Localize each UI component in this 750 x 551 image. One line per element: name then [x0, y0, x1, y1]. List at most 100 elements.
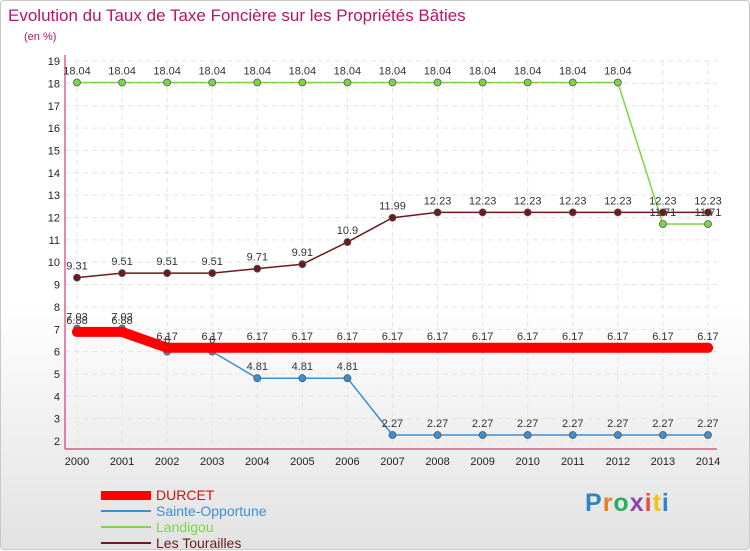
data-point	[659, 220, 667, 228]
data-label: 6.17	[382, 331, 403, 343]
data-label: 9.71	[247, 252, 268, 264]
data-point	[388, 78, 397, 87]
data-point	[657, 342, 668, 353]
data-label: 6	[164, 335, 170, 347]
logo-letter: P	[585, 489, 603, 517]
data-label: 4.81	[337, 361, 358, 373]
data-point	[478, 78, 487, 87]
data-point	[432, 342, 443, 353]
legend-label: Landigou	[156, 519, 214, 535]
logo-letter: i	[644, 489, 653, 517]
data-point	[208, 269, 217, 278]
x-tick-label: 2009	[470, 456, 494, 468]
data-point	[252, 342, 263, 353]
data-label: 2.27	[472, 418, 493, 430]
legend-swatch	[101, 491, 151, 500]
logo-letter: o	[613, 489, 630, 517]
data-label: 6.17	[697, 331, 718, 343]
y-tick-label: 11	[49, 235, 60, 247]
x-tick-label: 2002	[155, 456, 179, 468]
x-tick-label: 2013	[651, 456, 675, 468]
data-point	[298, 78, 307, 87]
data-label: 6.88	[66, 315, 87, 327]
data-point	[523, 78, 532, 87]
data-label: 18.04	[469, 66, 497, 78]
data-label: 18.04	[63, 66, 91, 78]
y-axis-unit-label: (en %)	[24, 31, 57, 43]
data-label: 6.17	[201, 331, 222, 343]
y-tick-label: 16	[48, 123, 60, 135]
y-tick-label: 2	[54, 436, 60, 448]
y-tick-label: 10	[48, 257, 60, 269]
legend-swatch	[101, 526, 151, 528]
data-point	[162, 342, 173, 353]
data-point	[568, 78, 577, 87]
data-point	[702, 342, 713, 353]
y-tick-label: 5	[54, 369, 60, 381]
x-tick-label: 2005	[290, 456, 314, 468]
data-label: 18.04	[334, 66, 362, 78]
logo-letter: r	[602, 489, 614, 517]
data-point	[433, 78, 442, 87]
data-point	[298, 374, 307, 383]
y-tick-label: 12	[48, 213, 60, 225]
data-label: 11.71	[695, 207, 722, 219]
data-label: 18.04	[198, 66, 226, 78]
data-point	[568, 431, 577, 439]
data-label: 2.27	[517, 418, 538, 430]
data-point	[253, 374, 262, 383]
data-label: 9.51	[156, 256, 177, 268]
x-tick-label: 2008	[425, 456, 449, 468]
legend-label: Les Tourailles	[156, 535, 242, 551]
data-point	[343, 238, 352, 246]
data-label: 18.04	[514, 66, 542, 78]
data-label: 6.17	[292, 331, 313, 343]
y-tick-label: 17	[48, 101, 60, 113]
y-tick-label: 18	[48, 78, 60, 90]
data-point	[253, 264, 262, 273]
y-tick-label: 15	[48, 145, 60, 157]
logo-letter: i	[661, 489, 670, 517]
data-label: 2.27	[427, 418, 448, 430]
data-label: 6.17	[607, 331, 628, 343]
data-label: 9.91	[292, 247, 313, 259]
data-label: 2.27	[652, 418, 673, 430]
data-point	[163, 78, 172, 87]
data-point	[478, 208, 487, 217]
data-point	[612, 342, 623, 353]
data-label: 18.04	[424, 66, 452, 78]
data-label: 2.27	[697, 418, 718, 430]
x-tick-label: 2012	[606, 456, 630, 468]
data-label: 18.04	[559, 66, 587, 78]
data-label: 6.17	[337, 331, 358, 343]
data-point	[433, 431, 442, 439]
data-point	[522, 342, 533, 353]
data-point	[118, 269, 126, 278]
data-label: 6.17	[562, 331, 583, 343]
data-point	[613, 78, 622, 87]
data-label: 2.27	[562, 418, 583, 430]
data-point	[613, 431, 622, 439]
y-tick-label: 14	[48, 168, 60, 180]
point-labels: 6.88 6.88 6.17 6.17 6.17 6.17 6.17 6.17 6.17 6.17…	[63, 66, 722, 430]
data-point	[704, 220, 712, 228]
axes: 2 3 4 5 6 7 8 9 10 11 12 13 14 15 16 17 18 19 2000 2001 2002…	[48, 55, 720, 468]
data-point	[72, 326, 82, 337]
data-label: 4.81	[247, 361, 268, 373]
proxiti-logo: Proxiti	[585, 489, 670, 518]
data-point	[659, 208, 667, 217]
y-tick-label: 13	[48, 190, 60, 202]
data-label: 12.23	[424, 195, 452, 207]
data-label: 7.03	[66, 312, 87, 324]
data-point	[387, 342, 398, 353]
data-point	[342, 342, 353, 353]
data-label: 6.17	[156, 331, 177, 343]
data-label: 11.99	[379, 201, 406, 213]
data-label: 12.23	[694, 195, 722, 207]
x-tick-label: 2007	[380, 456, 404, 468]
x-tick-label: 2010	[515, 456, 539, 468]
data-point	[208, 78, 217, 87]
y-tick-label: 7	[54, 324, 60, 336]
